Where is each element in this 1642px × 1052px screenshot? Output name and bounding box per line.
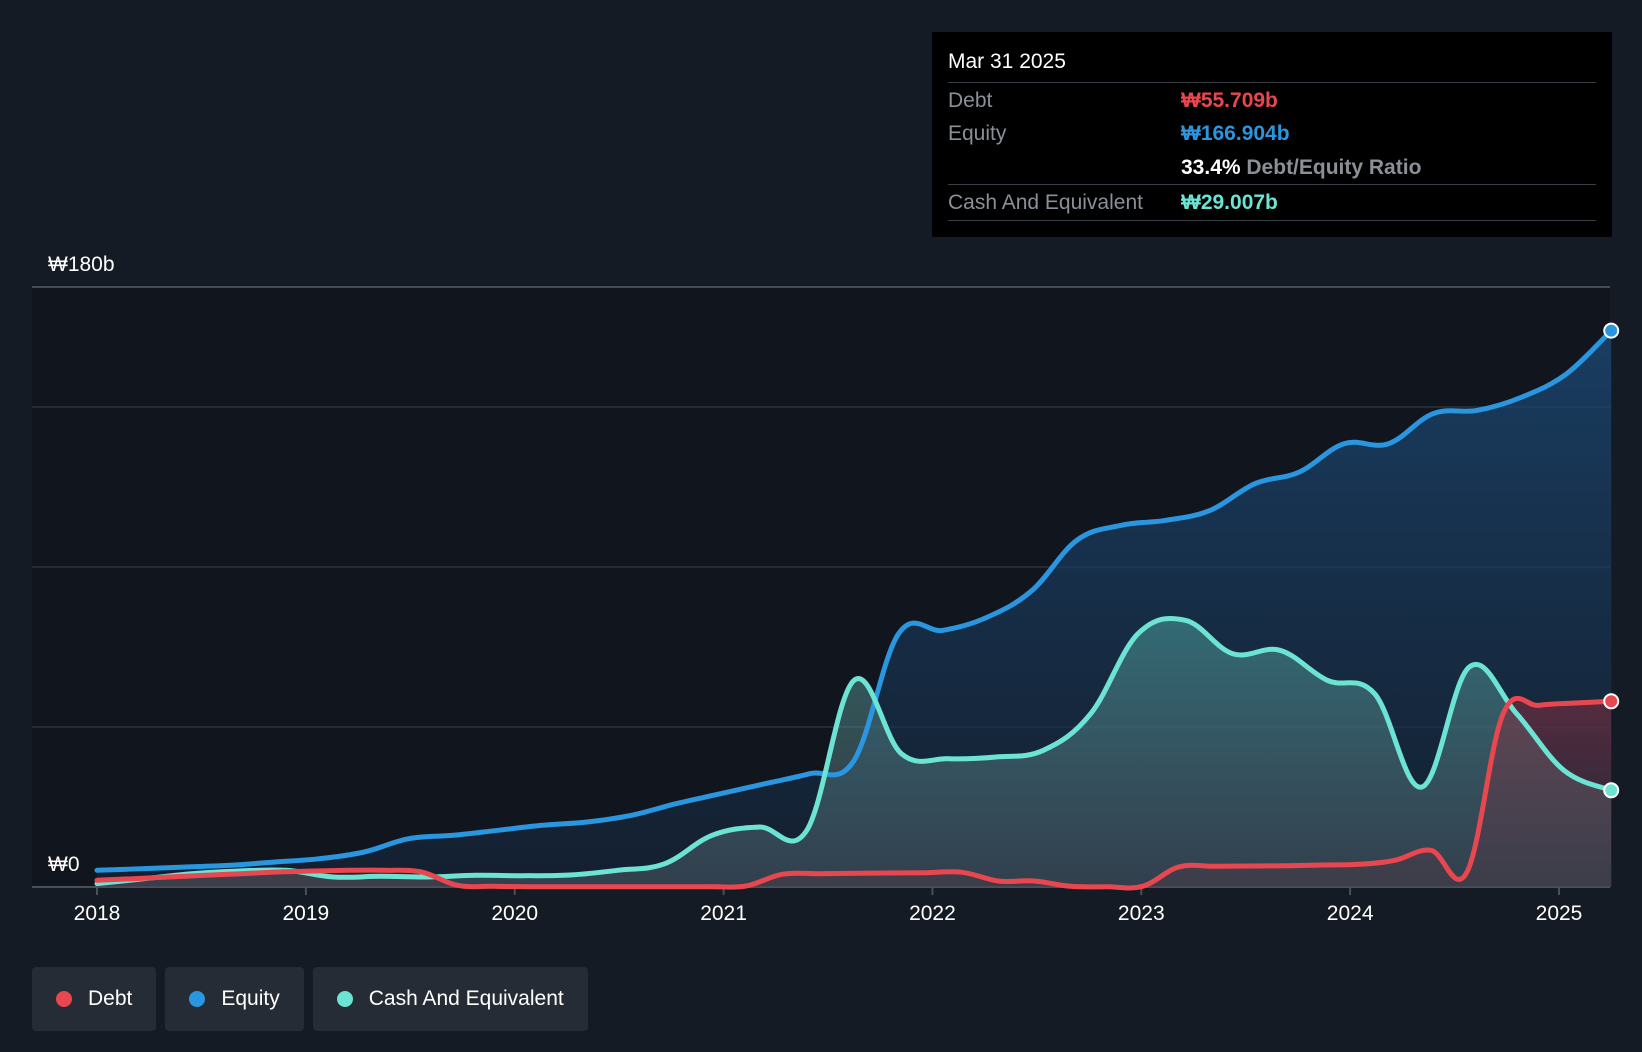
- line-debt: [94, 696, 1614, 891]
- end-point-cash: [1603, 782, 1620, 799]
- line-cash: [94, 616, 1614, 887]
- legend-dot-cash-icon: [336, 991, 353, 1007]
- x-tick-label: 2020: [491, 902, 538, 925]
- legend-item-debt[interactable]: Debt: [32, 967, 157, 1031]
- tooltip-row-equity: Equity ₩166.904b: [948, 116, 1596, 150]
- end-point-equity: [1603, 322, 1620, 339]
- x-tick-label: 2023: [1118, 902, 1165, 925]
- end-point-debt: [1603, 693, 1620, 710]
- tooltip-equity-label: Equity: [948, 122, 1007, 145]
- chart-legend: Debt Equity Cash And Equivalent: [32, 967, 588, 1031]
- x-tick-label: 2021: [700, 902, 747, 925]
- y-axis-zero-label: ₩0: [48, 853, 80, 876]
- series-areas: [97, 330, 1612, 889]
- legend-label-equity: Equity: [221, 987, 280, 1010]
- tooltip-cash-value: ₩29.007b: [1181, 191, 1278, 214]
- legend-label-debt: Debt: [88, 987, 133, 1010]
- legend-dot-equity-icon: [189, 991, 206, 1007]
- x-tick-label: 2018: [74, 902, 121, 925]
- area-cash: [97, 618, 1612, 887]
- tooltip-cash-label: Cash And Equivalent: [948, 191, 1143, 214]
- legend-label-cash: Cash And Equivalent: [368, 987, 564, 1010]
- legend-dot-debt-icon: [56, 991, 72, 1007]
- tooltip-ratio-label: Debt/Equity Ratio: [1246, 156, 1422, 179]
- tooltip-row-debt: Debt ₩55.709b: [948, 82, 1596, 117]
- tooltip-row-ratio: 33.4% Debt/Equity Ratio: [948, 150, 1596, 184]
- axis-labels: ₩180b ₩0 2018 2019 2020 2021 2022 2023 2024 2025: [48, 253, 1582, 925]
- tooltip-divider: [948, 220, 1596, 221]
- x-tick-label: 2025: [1536, 902, 1583, 925]
- x-tick-label: 2022: [909, 902, 956, 925]
- tooltip-debt-label: Debt: [948, 89, 993, 112]
- line-equity: [94, 328, 1614, 873]
- data-tooltip: Mar 31 2025 Debt ₩55.709b Equity ₩166.90…: [932, 32, 1612, 237]
- series-lines: [94, 328, 1614, 891]
- series-end-dots: [1603, 322, 1620, 799]
- y-axis-max-label: ₩180b: [48, 253, 115, 276]
- tooltip-ratio: 33.4% Debt/Equity Ratio: [1181, 156, 1421, 180]
- tooltip-debt-value: ₩55.709b: [1181, 89, 1278, 112]
- legend-item-cash[interactable]: Cash And Equivalent: [312, 967, 588, 1031]
- tooltip-ratio-value: 33.4%: [1181, 156, 1241, 179]
- tooltip-equity-value: ₩166.904b: [1181, 122, 1290, 145]
- legend-item-equity[interactable]: Equity: [165, 967, 304, 1031]
- x-tick-label: 2024: [1327, 902, 1374, 925]
- x-tick-label: 2019: [282, 902, 329, 925]
- tooltip-row-cash: Cash And Equivalent ₩29.007b: [948, 184, 1596, 219]
- tooltip-date: Mar 31 2025: [948, 50, 1066, 73]
